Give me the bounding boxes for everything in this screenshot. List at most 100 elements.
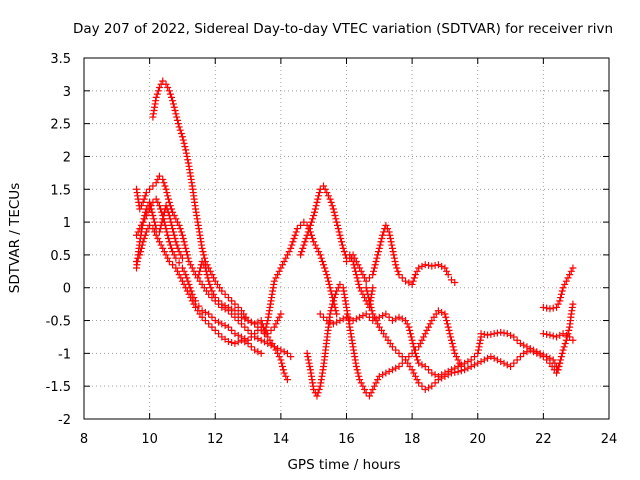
data-point-interp bbox=[411, 372, 419, 380]
data-point-interp bbox=[493, 329, 501, 337]
data-point-interp bbox=[413, 353, 420, 361]
data-point bbox=[244, 326, 252, 334]
series-track-6 bbox=[195, 257, 291, 384]
data-point bbox=[320, 182, 328, 190]
y-tick-label: 0.5 bbox=[50, 249, 71, 264]
data-point bbox=[556, 297, 564, 305]
data-point-interp bbox=[183, 274, 191, 282]
data-point bbox=[155, 202, 163, 210]
data-point bbox=[382, 310, 390, 318]
data-point-interp bbox=[359, 271, 367, 279]
data-point-interp bbox=[438, 308, 446, 316]
data-point-interp bbox=[179, 235, 187, 242]
x-tick-label: 24 bbox=[601, 432, 618, 447]
data-point bbox=[231, 340, 239, 348]
data-point bbox=[421, 362, 429, 370]
data-point bbox=[316, 310, 324, 318]
series-track-13 bbox=[477, 328, 560, 370]
data-point bbox=[231, 330, 239, 338]
data-point-interp bbox=[516, 353, 524, 361]
data-point-interp bbox=[234, 317, 242, 325]
data-point-interp bbox=[405, 353, 413, 361]
data-point bbox=[415, 359, 423, 367]
data-point-interp bbox=[279, 366, 287, 374]
data-point-interp bbox=[374, 251, 382, 259]
data-point bbox=[139, 198, 147, 206]
data-point-interp bbox=[182, 149, 190, 157]
data-point-interp bbox=[147, 205, 155, 213]
data-point-interp bbox=[177, 228, 185, 236]
data-point-interp bbox=[357, 379, 365, 387]
y-tick-label: -1 bbox=[58, 347, 71, 362]
data-point-interp bbox=[174, 244, 182, 252]
data-point bbox=[553, 369, 560, 377]
data-point-interp bbox=[170, 231, 178, 239]
data-point-interp bbox=[234, 303, 242, 311]
data-point bbox=[539, 330, 547, 338]
data-point-interp bbox=[392, 346, 400, 354]
data-point-interp bbox=[425, 384, 433, 392]
data-point bbox=[149, 182, 157, 190]
data-point bbox=[218, 287, 226, 295]
data-point-interp bbox=[431, 371, 439, 379]
data-point-interp bbox=[426, 320, 434, 328]
data-point-interp bbox=[274, 317, 282, 325]
data-point bbox=[369, 284, 377, 292]
data-point-interp bbox=[173, 241, 181, 249]
data-point bbox=[293, 225, 301, 233]
data-point-interp bbox=[164, 231, 172, 239]
data-point bbox=[362, 310, 370, 318]
data-point bbox=[539, 303, 547, 311]
data-point-interp bbox=[333, 318, 341, 326]
data-point-interp bbox=[476, 336, 484, 344]
data-point-interp bbox=[390, 251, 398, 259]
data-point-interp bbox=[320, 313, 328, 321]
data-point-interp bbox=[379, 371, 387, 379]
data-point-interp bbox=[176, 126, 184, 134]
chart-title: Day 207 of 2022, Sidereal Day-to-day VTE… bbox=[73, 21, 613, 37]
data-point bbox=[201, 264, 209, 272]
data-point-interp bbox=[361, 385, 369, 393]
data-point-interp bbox=[302, 235, 310, 242]
data-point-interp bbox=[443, 267, 451, 275]
data-point bbox=[388, 244, 396, 252]
y-tick-label: -0.5 bbox=[46, 315, 71, 330]
data-point bbox=[444, 271, 452, 279]
data-point-interp bbox=[173, 113, 181, 121]
data-point-interp bbox=[333, 221, 341, 229]
data-point bbox=[283, 349, 291, 357]
data-point-interp bbox=[364, 290, 372, 298]
data-point-interp bbox=[374, 320, 382, 328]
data-point bbox=[270, 323, 278, 331]
data-point bbox=[172, 254, 180, 262]
data-point-interp bbox=[451, 364, 459, 372]
data-point-interp bbox=[370, 267, 378, 275]
data-point bbox=[349, 317, 357, 325]
data-point-interp bbox=[413, 267, 421, 275]
data-point-interp bbox=[304, 228, 312, 236]
data-point-interp bbox=[228, 326, 236, 334]
data-point-interp bbox=[188, 264, 196, 272]
data-point-interp bbox=[416, 340, 424, 348]
data-point-interp bbox=[140, 215, 148, 223]
data-point-interp bbox=[262, 323, 270, 331]
data-point-interp bbox=[557, 356, 565, 364]
series-track-12 bbox=[316, 310, 485, 380]
data-point bbox=[356, 264, 364, 272]
data-point-interp bbox=[510, 359, 518, 367]
data-point-interp bbox=[140, 195, 148, 203]
data-point bbox=[211, 326, 219, 334]
data-point bbox=[493, 356, 501, 364]
data-point bbox=[434, 307, 442, 315]
data-point-interp bbox=[168, 221, 176, 229]
data-point-interp bbox=[409, 340, 417, 348]
data-point-interp bbox=[247, 333, 255, 341]
data-point-interp bbox=[274, 349, 282, 357]
data-point-interp bbox=[142, 208, 150, 216]
data-point bbox=[379, 231, 387, 239]
data-point bbox=[172, 264, 180, 272]
data-point-interp bbox=[201, 308, 209, 316]
data-point-interp bbox=[351, 254, 359, 262]
data-point-interp bbox=[414, 356, 422, 364]
